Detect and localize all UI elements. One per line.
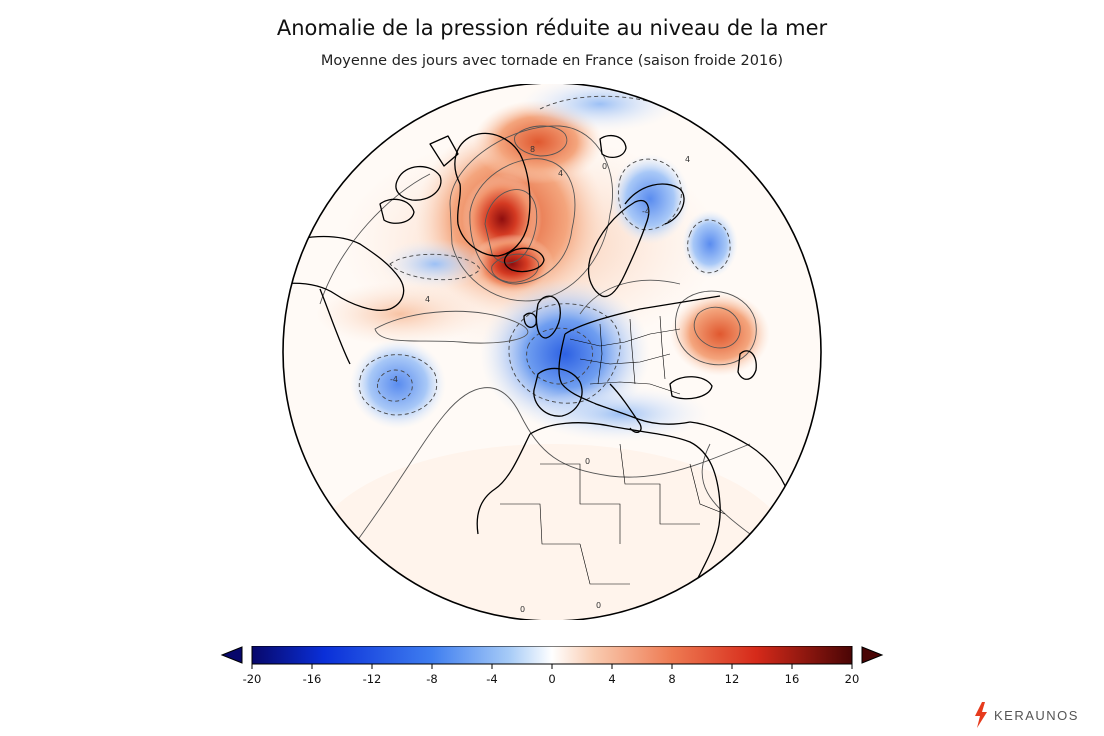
map-title: Anomalie de la pression réduite au nivea… [276, 16, 828, 40]
contour-labels: 8 4 4 4 -4 0 -4 0 0 0 [390, 145, 690, 614]
contour-label: 8 [530, 145, 535, 154]
colorbar-max-extend [861, 646, 884, 664]
contour-label: 0 [596, 601, 601, 610]
coastlines [283, 132, 793, 620]
contour-lines [319, 125, 757, 565]
colorbar-tick-label: -12 [363, 672, 382, 686]
colorbar-tick-label: -8 [426, 672, 437, 686]
colorbar-min-extend [220, 646, 243, 664]
colorbar-tick-label: -4 [486, 672, 497, 686]
contour-label: 4 [558, 169, 563, 178]
colorbar-tick-label: -20 [243, 672, 262, 686]
colorbar-tick-label: 0 [548, 672, 555, 686]
colorbar-tick-label: 16 [785, 672, 800, 686]
colorbar: -20 -16 -12 -8 -4 0 4 8 12 16 20 [220, 646, 884, 686]
brand-logo: KERAUNOS [972, 700, 1097, 730]
brand-name: KERAUNOS [994, 707, 1079, 723]
colorbar-tick-label: 4 [608, 672, 615, 686]
contour-label: 0 [602, 162, 607, 171]
colorbar-tick-label: -16 [303, 672, 322, 686]
national-borders [500, 315, 726, 585]
negative-contours [358, 95, 731, 416]
contour-label: 4 [425, 295, 430, 304]
contour-label: 0 [520, 605, 525, 614]
contour-label: -4 [642, 207, 650, 216]
contour-label: 4 [685, 155, 690, 164]
contour-label: 0 [585, 457, 590, 466]
colorbar-tick-label: 8 [668, 672, 675, 686]
lightning-icon [975, 702, 987, 728]
contour-label: -4 [390, 375, 398, 384]
colorbar-tick-label: 12 [725, 672, 740, 686]
colorbar-gradient [251, 646, 853, 665]
map-subtitle: Moyenne des jours avec tornade en France… [320, 53, 784, 69]
globe-outline [282, 84, 822, 620]
colorbar-tick-label: 20 [845, 672, 860, 686]
globe-map: 8 4 4 4 -4 0 -4 0 0 0 [282, 84, 822, 620]
